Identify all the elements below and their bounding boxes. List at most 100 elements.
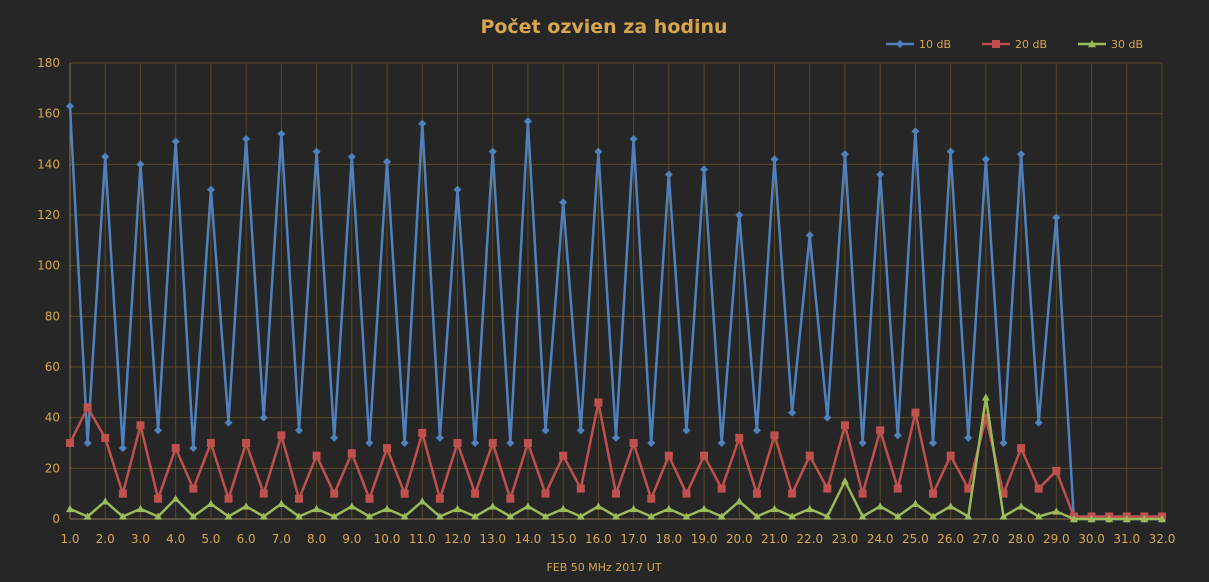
data-point <box>964 484 973 493</box>
y-tick-label: 60 <box>45 360 60 374</box>
data-point <box>224 512 233 520</box>
x-tick-label: 27.0 <box>973 532 1000 546</box>
data-point <box>365 512 374 520</box>
data-point <box>83 512 92 520</box>
data-point <box>101 497 110 505</box>
data-point <box>858 439 867 447</box>
data-point <box>682 512 691 520</box>
data-point <box>206 499 215 507</box>
data-point <box>154 512 163 520</box>
data-point <box>788 512 797 520</box>
data-point <box>964 512 973 520</box>
data-point <box>418 428 427 437</box>
data-point <box>242 502 251 510</box>
data-point <box>735 211 744 219</box>
data-point <box>1158 515 1166 523</box>
data-point <box>523 502 532 510</box>
data-point <box>154 426 163 435</box>
data-point <box>1087 515 1096 523</box>
data-point <box>893 431 902 440</box>
data-point <box>312 451 321 460</box>
data-point <box>992 40 1000 48</box>
data-point <box>383 157 392 166</box>
data-point <box>118 444 127 453</box>
data-point <box>559 504 568 513</box>
data-point <box>682 426 691 435</box>
x-tick-label: 29.0 <box>1043 532 1070 546</box>
data-point <box>471 439 480 447</box>
x-tick-label: 31.0 <box>1113 532 1140 546</box>
data-point <box>929 439 938 447</box>
legend-label: 10 dB <box>919 38 951 51</box>
data-point <box>154 494 163 503</box>
data-point <box>171 444 180 453</box>
data-point <box>453 439 462 447</box>
data-point <box>559 198 568 207</box>
data-point <box>259 489 268 498</box>
data-point <box>118 512 127 520</box>
data-point <box>876 426 885 435</box>
data-point <box>805 231 814 240</box>
data-point <box>365 494 374 503</box>
x-tick-label: 3.0 <box>131 532 150 546</box>
data-point <box>735 497 744 505</box>
data-point <box>277 129 286 138</box>
x-tick-label: 12.0 <box>444 532 471 546</box>
series-10-db <box>66 102 1166 523</box>
data-point <box>981 413 990 422</box>
data-point <box>259 413 268 422</box>
data-point <box>612 489 620 498</box>
x-axis-label: FEB 50 MHz 2017 UT <box>546 561 661 574</box>
data-point <box>294 512 303 520</box>
data-point <box>1017 150 1026 159</box>
x-tick-label: 28.0 <box>1008 532 1035 546</box>
data-point <box>559 451 568 460</box>
data-point <box>1052 507 1061 515</box>
data-point <box>224 494 233 503</box>
data-point <box>242 135 251 143</box>
data-point <box>612 512 620 520</box>
data-point <box>277 499 286 507</box>
x-tick-label: 4.0 <box>166 532 185 546</box>
data-point <box>911 127 920 136</box>
data-point <box>189 484 198 493</box>
data-point <box>347 449 356 458</box>
data-point <box>1105 515 1114 523</box>
data-point <box>752 512 761 520</box>
data-point <box>717 439 726 447</box>
data-point <box>206 439 215 447</box>
data-point <box>876 170 885 179</box>
data-point <box>83 403 92 412</box>
data-point <box>453 504 462 513</box>
x-tick-label: 14.0 <box>515 532 542 546</box>
data-point <box>101 152 110 161</box>
data-point <box>83 439 92 447</box>
data-point <box>1034 418 1043 427</box>
x-tick-label: 8.0 <box>307 532 326 546</box>
data-point <box>752 426 761 435</box>
data-point <box>999 439 1008 447</box>
data-point <box>770 504 779 513</box>
data-point <box>999 512 1008 520</box>
x-tick-label: 26.0 <box>937 532 964 546</box>
x-tick-label: 11.0 <box>409 532 436 546</box>
data-point <box>523 439 532 447</box>
data-point <box>541 426 550 435</box>
data-point <box>946 502 955 510</box>
data-point <box>700 451 709 460</box>
x-tick-label: 1.0 <box>60 532 79 546</box>
data-point <box>435 433 444 442</box>
x-tick-label: 30.0 <box>1078 532 1105 546</box>
x-tick-label: 20.0 <box>726 532 753 546</box>
data-point <box>999 489 1008 498</box>
data-point <box>171 137 180 146</box>
data-point <box>840 150 849 159</box>
data-point <box>66 504 74 513</box>
data-point <box>488 502 497 510</box>
y-tick-label: 0 <box>52 512 60 526</box>
data-point <box>523 117 532 126</box>
data-point <box>594 398 603 407</box>
data-point <box>383 504 392 513</box>
data-point <box>1140 515 1149 523</box>
